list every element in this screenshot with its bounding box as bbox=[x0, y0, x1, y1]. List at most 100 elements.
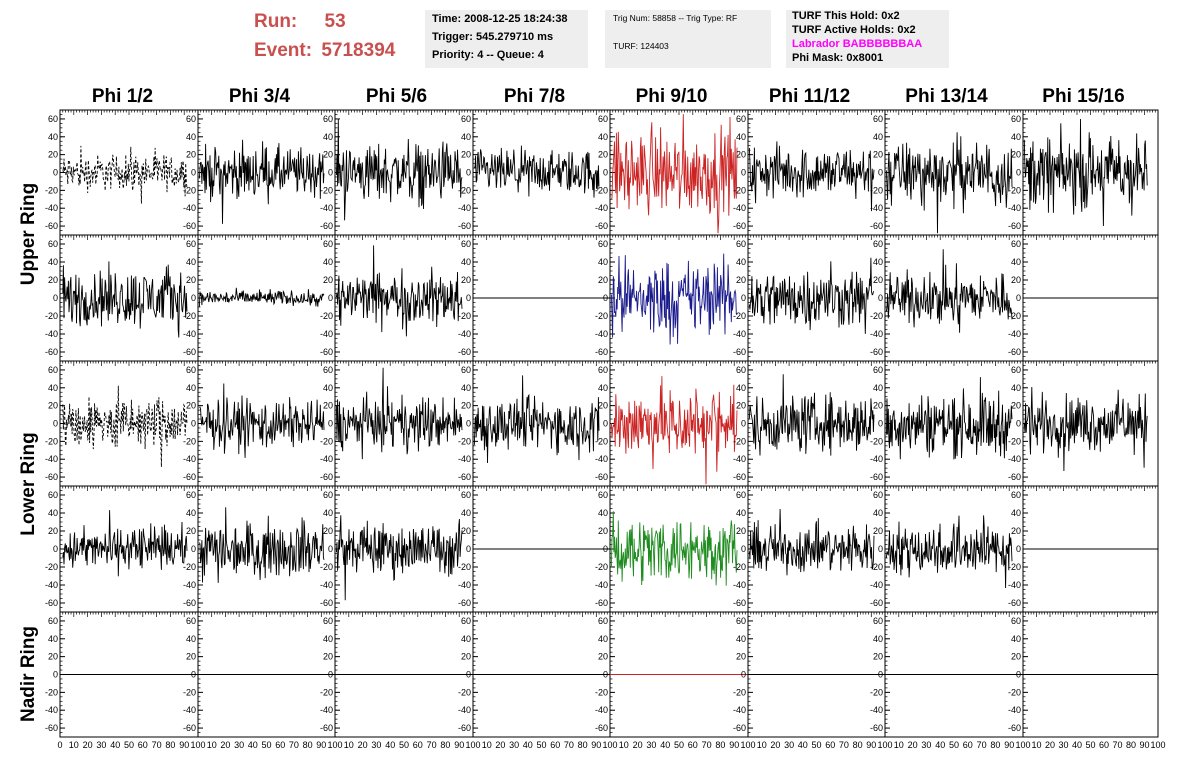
x-tick-label: 30 bbox=[234, 740, 244, 750]
waveform-line bbox=[198, 139, 325, 224]
x-tick-label: 50 bbox=[124, 740, 134, 750]
run-value: 53 bbox=[324, 11, 346, 32]
y-tick-label: 60 bbox=[736, 114, 746, 124]
y-tick-label: -60 bbox=[733, 472, 746, 482]
y-tick-label: -40 bbox=[183, 580, 196, 590]
y-tick-label: -40 bbox=[1008, 454, 1021, 464]
y-tick-label: 0 bbox=[1016, 168, 1021, 178]
y-tick-label: -20 bbox=[870, 185, 883, 195]
x-tick-label: 90 bbox=[591, 740, 601, 750]
y-tick-label: 40 bbox=[598, 132, 608, 142]
x-tick-label: 50 bbox=[261, 740, 271, 750]
y-tick-label: -60 bbox=[1008, 472, 1021, 482]
y-tick-label: 60 bbox=[598, 365, 608, 375]
y-tick-label: 0 bbox=[191, 293, 196, 303]
y-tick-label: 40 bbox=[186, 383, 196, 393]
run-event-box: Run: 53 Event: 5718394 bbox=[248, 8, 418, 66]
y-tick-label: 20 bbox=[1011, 150, 1021, 160]
y-tick-label: 40 bbox=[461, 383, 471, 393]
panel-frame bbox=[197, 360, 336, 487]
x-tick-label: 80 bbox=[990, 740, 1000, 750]
turf-active-holds-text: TURF Active Holds: 0x2 bbox=[792, 24, 916, 36]
y-tick-label: -60 bbox=[870, 723, 883, 733]
y-tick-label: -20 bbox=[595, 562, 608, 572]
x-tick-label: 30 bbox=[371, 740, 381, 750]
y-tick-label: 0 bbox=[466, 168, 471, 178]
y-tick-label: 40 bbox=[1011, 508, 1021, 518]
y-tick-label: -60 bbox=[45, 598, 58, 608]
y-tick-label: 40 bbox=[598, 634, 608, 644]
y-tick-label: 60 bbox=[461, 616, 471, 626]
x-tick-label: 70 bbox=[1112, 740, 1122, 750]
y-tick-label: 0 bbox=[1016, 544, 1021, 554]
y-tick-label: -20 bbox=[45, 562, 58, 572]
time-info-box: Time: 2008-12-25 18:24:38 Trigger: 545.2… bbox=[425, 10, 588, 68]
y-tick-label: -20 bbox=[733, 185, 746, 195]
y-tick-label: 60 bbox=[873, 114, 883, 124]
waveform-line bbox=[62, 385, 188, 468]
y-tick-label: 20 bbox=[736, 275, 746, 285]
waveform-line bbox=[335, 367, 463, 460]
y-tick-label: 60 bbox=[736, 490, 746, 500]
y-tick-label: 20 bbox=[461, 652, 471, 662]
event-line: Event: 5718394 bbox=[254, 40, 395, 62]
y-tick-label: -60 bbox=[870, 472, 883, 482]
y-tick-label: 40 bbox=[736, 257, 746, 267]
y-tick-label: -60 bbox=[320, 221, 333, 231]
y-tick-label: -20 bbox=[595, 311, 608, 321]
column-header-phi-13-14: Phi 13/14 bbox=[905, 86, 988, 107]
waveform-line bbox=[335, 515, 463, 601]
y-tick-label: -40 bbox=[45, 329, 58, 339]
y-tick-label: 20 bbox=[873, 150, 883, 160]
panel-r5-c7: -60 -40 -20 0 20 40 60 bbox=[870, 611, 1024, 738]
x-tick-label: 50 bbox=[811, 740, 821, 750]
y-tick-label: -20 bbox=[45, 185, 58, 195]
y-tick-label: 40 bbox=[873, 383, 883, 393]
panel-r3-c4: -60 -40 -20 0 20 40 60 bbox=[458, 360, 611, 487]
waveform-line bbox=[1023, 118, 1148, 227]
y-tick-label: -60 bbox=[595, 723, 608, 733]
waveform-line bbox=[473, 375, 600, 464]
y-tick-label: 20 bbox=[186, 526, 196, 536]
y-tick-label: -40 bbox=[595, 454, 608, 464]
y-tick-label: -60 bbox=[1008, 723, 1021, 733]
x-tick-label: 10 bbox=[482, 740, 492, 750]
waveform-line bbox=[198, 287, 325, 307]
y-tick-label: -40 bbox=[1008, 203, 1021, 213]
y-tick-label: 60 bbox=[323, 239, 333, 249]
y-tick-label: 60 bbox=[1011, 114, 1021, 124]
y-tick-label: -20 bbox=[458, 436, 471, 446]
x-tick-label: 40 bbox=[248, 740, 258, 750]
panel-r1-c8: -60 -40 -20 0 20 40 60 bbox=[1008, 109, 1159, 236]
y-tick-label: -20 bbox=[595, 185, 608, 195]
waveform-line bbox=[885, 132, 1013, 234]
y-tick-label: -40 bbox=[45, 705, 58, 715]
y-tick-label: -20 bbox=[458, 185, 471, 195]
y-tick-label: 40 bbox=[48, 508, 58, 518]
y-tick-label: -60 bbox=[320, 472, 333, 482]
y-tick-label: -60 bbox=[1008, 598, 1021, 608]
x-tick-label: 60 bbox=[275, 740, 285, 750]
y-tick-label: 40 bbox=[323, 132, 333, 142]
y-tick-label: 20 bbox=[598, 150, 608, 160]
y-tick-label: 60 bbox=[48, 365, 58, 375]
panel-r2-c7: -60 -40 -20 0 20 40 60 bbox=[870, 234, 1024, 362]
y-tick-label: 60 bbox=[323, 114, 333, 124]
x-tick-label: 30 bbox=[96, 740, 106, 750]
panel-r4-c6: -60 -40 -20 0 20 40 60 bbox=[733, 485, 886, 613]
panel-r2-c4: -60 -40 -20 0 20 40 60 bbox=[458, 234, 611, 362]
y-tick-label: 0 bbox=[328, 168, 333, 178]
y-tick-label: -60 bbox=[733, 598, 746, 608]
y-tick-label: 0 bbox=[878, 670, 883, 680]
y-tick-label: 60 bbox=[598, 490, 608, 500]
y-tick-label: -40 bbox=[183, 329, 196, 339]
x-tick-label: 100 bbox=[465, 740, 480, 750]
y-tick-label: 60 bbox=[736, 365, 746, 375]
y-tick-label: 40 bbox=[598, 257, 608, 267]
waveform-line bbox=[1023, 386, 1148, 472]
y-tick-label: 0 bbox=[53, 293, 58, 303]
y-tick-label: 20 bbox=[736, 401, 746, 411]
waveform-line bbox=[198, 507, 325, 583]
trig-num-text: Trig Num: 58858 -- Trig Type: RF bbox=[613, 13, 738, 23]
y-tick-label: 40 bbox=[461, 257, 471, 267]
